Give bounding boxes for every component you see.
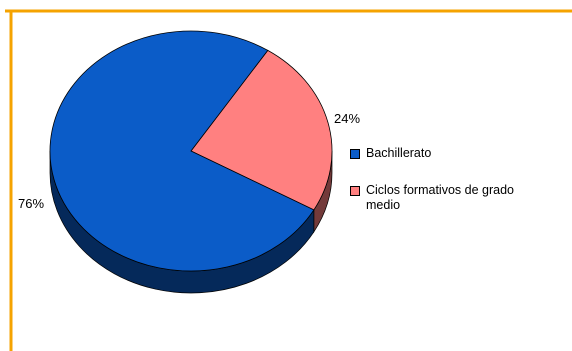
pie-slice-ciclos [190,49,333,211]
legend-item-ciclos: Ciclos formativos de grado medio [350,183,530,213]
legend: Bachillerato Ciclos formativos de grado … [350,146,530,235]
legend-label-bachillerato: Bachillerato [366,146,432,160]
legend-swatch-bachillerato [350,149,360,159]
legend-label-ciclos: Ciclos formativos de grado medio [366,183,514,212]
slice-label-bachillerato: 76% [18,196,45,211]
slice-label-ciclos: 24% [334,111,361,126]
legend-swatch-ciclos [350,186,360,196]
legend-item-bachillerato: Bachillerato [350,146,530,161]
pie-slice-bachillerato [49,30,315,272]
pie-group [49,30,333,294]
